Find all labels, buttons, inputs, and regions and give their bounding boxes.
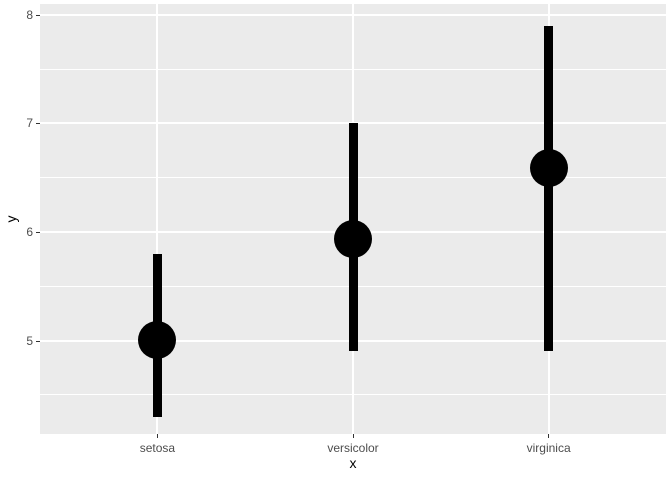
x-tick-mark: [352, 434, 354, 438]
y-tick-label: 5: [26, 333, 33, 348]
x-tick-label-virginica: virginica: [526, 441, 571, 455]
x-axis-title: x: [349, 455, 357, 471]
x-tick-label-setosa: setosa: [139, 441, 176, 455]
y-tick-mark: [36, 232, 40, 234]
pointrange-versicolor-point: [334, 219, 372, 258]
y-tick-mark: [36, 123, 40, 125]
y-axis-title: y: [3, 215, 19, 223]
plot-panel: [40, 4, 666, 434]
y-tick-label: 8: [26, 7, 33, 22]
y-tick-label: 6: [26, 225, 33, 240]
x-tick-label-versicolor: versicolor: [327, 441, 379, 455]
x-tick-mark: [548, 434, 550, 438]
pointrange-virginica-bar: [544, 25, 554, 352]
pointrange-setosa-point: [138, 320, 177, 359]
pointrange-virginica-point: [529, 148, 568, 187]
y-tick-label: 7: [26, 116, 33, 131]
x-grid-major-setosa: [156, 4, 159, 434]
y-tick-mark: [36, 14, 40, 16]
y-tick-mark: [36, 340, 40, 342]
x-tick-mark: [156, 434, 158, 438]
